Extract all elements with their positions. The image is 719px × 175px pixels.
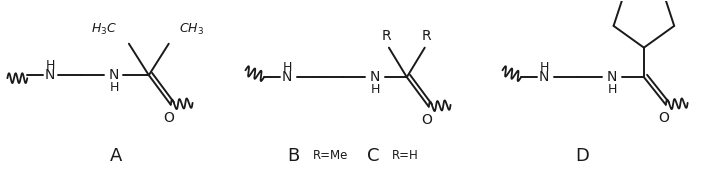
Text: N: N <box>45 68 55 82</box>
Text: $H_3C$: $H_3C$ <box>91 22 117 37</box>
Text: N: N <box>539 70 549 84</box>
Text: R=H: R=H <box>392 149 418 162</box>
Text: O: O <box>659 111 669 125</box>
Text: B: B <box>287 147 299 165</box>
Text: H: H <box>539 61 549 74</box>
Text: O: O <box>421 113 432 127</box>
Text: N: N <box>109 68 119 82</box>
Text: D: D <box>575 147 589 165</box>
Text: R: R <box>422 29 431 43</box>
Text: C: C <box>367 147 379 165</box>
Text: H: H <box>109 82 119 95</box>
Text: R: R <box>382 29 392 43</box>
Text: N: N <box>282 70 293 84</box>
Text: N: N <box>607 70 617 84</box>
Text: O: O <box>163 111 174 125</box>
Text: $CH_3$: $CH_3$ <box>179 22 203 37</box>
Text: A: A <box>110 147 122 165</box>
Text: H: H <box>283 61 292 74</box>
Text: N: N <box>370 70 380 84</box>
Text: H: H <box>370 83 380 96</box>
Text: H: H <box>45 59 55 72</box>
Text: R=Me: R=Me <box>313 149 349 162</box>
Text: H: H <box>608 83 617 96</box>
